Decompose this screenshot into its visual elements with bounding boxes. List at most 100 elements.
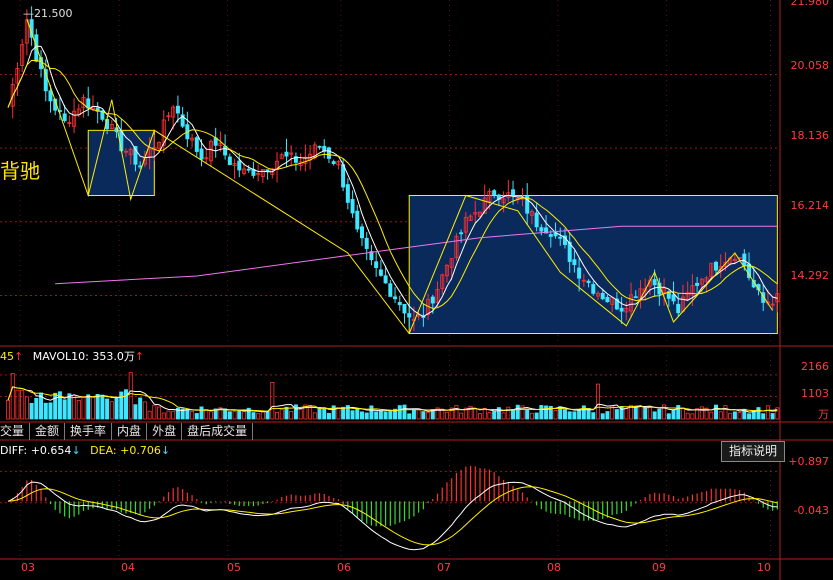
volume-bar bbox=[534, 412, 539, 420]
candle-body bbox=[577, 267, 582, 279]
volume-bar bbox=[633, 405, 638, 420]
candle-body bbox=[355, 210, 360, 230]
volume-bar bbox=[171, 410, 176, 420]
volume-bar bbox=[770, 413, 775, 420]
candle-body bbox=[567, 241, 572, 262]
volume-bar bbox=[407, 413, 412, 420]
candle-body bbox=[435, 288, 440, 303]
candle-body bbox=[289, 152, 294, 155]
volume-bar bbox=[284, 406, 289, 420]
tab-outer[interactable]: 外盘 bbox=[147, 423, 183, 440]
volume-bar bbox=[326, 412, 331, 420]
candle-body bbox=[662, 287, 667, 293]
volume-bar bbox=[657, 408, 662, 420]
candle-body bbox=[454, 235, 459, 258]
vol-ma5-line bbox=[7, 386, 778, 413]
volume-bar bbox=[204, 408, 209, 420]
volume-bar bbox=[548, 405, 553, 420]
tab-volume[interactable]: 交量 bbox=[0, 423, 31, 440]
volume-bar bbox=[714, 404, 719, 420]
volume-unit: 万 bbox=[818, 408, 829, 421]
candle-body bbox=[732, 258, 737, 262]
candle-body bbox=[232, 163, 237, 167]
x-tick-04: 04 bbox=[121, 561, 135, 574]
volume-bar bbox=[624, 408, 629, 420]
volume-bar bbox=[62, 399, 67, 420]
volume-bar bbox=[473, 408, 478, 420]
volume-bar bbox=[600, 413, 605, 420]
volume-bar bbox=[336, 407, 341, 420]
candle-body bbox=[629, 294, 634, 312]
x-tick-06: 06 bbox=[337, 561, 351, 574]
volume-bar bbox=[161, 412, 166, 420]
candle-body bbox=[241, 168, 246, 174]
volume-bar bbox=[218, 407, 223, 420]
tab-turnover[interactable]: 换手率 bbox=[65, 423, 113, 440]
tab-amount[interactable]: 金额 bbox=[30, 423, 66, 440]
volume-bar bbox=[227, 411, 232, 420]
candle-body bbox=[511, 189, 516, 196]
volume-bar bbox=[359, 411, 364, 420]
candle-body bbox=[204, 157, 209, 160]
macd-legend: DIFF: +0.654↓ DEA: +0.706↓ bbox=[0, 444, 170, 457]
volume-bar bbox=[614, 409, 619, 420]
volume-bar bbox=[487, 412, 492, 420]
macd-histogram bbox=[7, 465, 778, 551]
volume-bar bbox=[482, 407, 487, 420]
volume-bar bbox=[279, 409, 284, 420]
candle-body bbox=[770, 303, 775, 306]
volume-bar bbox=[317, 407, 322, 420]
volume-bar bbox=[10, 373, 15, 420]
candle-body bbox=[624, 307, 629, 313]
volume-bar bbox=[765, 405, 770, 420]
vol-ma10-value: MAVOL10: 353.0万 bbox=[32, 350, 135, 363]
volume-bar bbox=[520, 405, 525, 420]
volume-bar bbox=[567, 411, 572, 420]
candle-body bbox=[43, 69, 48, 92]
tab-after-hours[interactable]: 盘后成交量 bbox=[182, 423, 254, 440]
candle-body bbox=[265, 169, 270, 172]
ma5-line bbox=[7, 45, 778, 317]
volume-bar bbox=[43, 402, 48, 420]
volume-legend: 45↑ MAVOL10: 353.0万↑ bbox=[0, 348, 144, 364]
volume-bar bbox=[100, 394, 105, 420]
candle-body bbox=[558, 236, 563, 239]
candle-body bbox=[539, 227, 544, 232]
ma10-line bbox=[7, 59, 778, 309]
tab-inner[interactable]: 内盘 bbox=[112, 423, 148, 440]
volume-bar bbox=[756, 407, 761, 420]
dea-value: DEA: +0.706 bbox=[90, 444, 161, 457]
candle-body bbox=[473, 212, 478, 215]
candle-body bbox=[492, 190, 497, 196]
volume-bar bbox=[704, 407, 709, 420]
candle-body bbox=[586, 280, 591, 283]
candle-body bbox=[714, 261, 719, 271]
volume-bar bbox=[53, 392, 58, 420]
indicator-tabs: 交量 金额 换手率 内盘 外盘 盘后成交量 bbox=[0, 423, 254, 440]
candle-body bbox=[171, 106, 176, 118]
volume-bar bbox=[57, 391, 62, 420]
candle-body bbox=[199, 148, 204, 160]
volume-bar bbox=[166, 410, 171, 420]
candle-body bbox=[468, 215, 473, 221]
candle-body bbox=[48, 90, 53, 102]
arrow-down-icon: ↓ bbox=[160, 444, 171, 457]
candle-body bbox=[742, 253, 747, 266]
volume-bar bbox=[194, 413, 199, 420]
macd-tick-1: +0.897 bbox=[788, 455, 829, 468]
candle-body bbox=[67, 122, 72, 124]
indicator-help-button[interactable]: 指标说明 bbox=[721, 441, 785, 462]
dea-line bbox=[7, 486, 778, 546]
candle-body bbox=[440, 274, 445, 289]
candle-body bbox=[652, 279, 657, 286]
volume-bar bbox=[718, 411, 723, 420]
candle-body bbox=[718, 266, 723, 272]
volume-bar bbox=[138, 397, 143, 420]
volume-bar bbox=[459, 412, 464, 420]
volume-bar bbox=[34, 397, 39, 420]
volume-bar bbox=[90, 396, 95, 420]
price-tick-3: 16.214 bbox=[790, 199, 830, 212]
candle-body bbox=[666, 291, 671, 299]
price-tick-4: 14.292 bbox=[790, 269, 830, 282]
volume-tick-2: 1103 bbox=[801, 387, 829, 400]
